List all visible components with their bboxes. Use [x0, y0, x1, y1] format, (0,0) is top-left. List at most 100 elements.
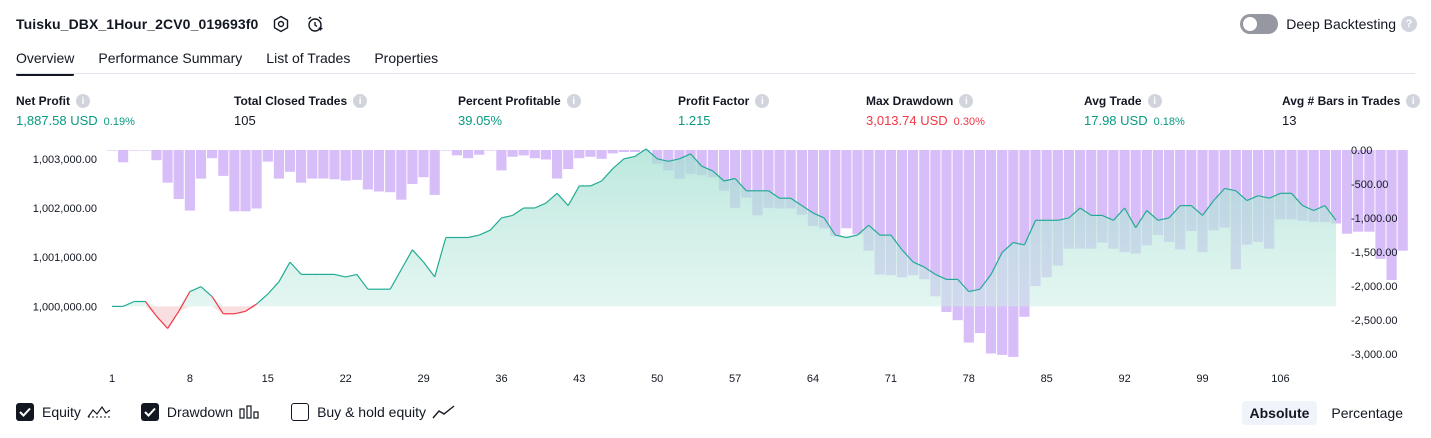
drawdown-bar — [173, 150, 184, 199]
equity-checkbox[interactable] — [16, 403, 34, 421]
drawdown-bar — [1052, 150, 1063, 266]
legend-equity[interactable]: Equity — [16, 403, 111, 421]
equity-line-segment — [567, 185, 580, 206]
right-axis: 0.00 -500.00 -1,000.00 -1,500.00 -2,000.00 -2… — [1351, 145, 1397, 361]
drawdown-bar — [1319, 150, 1330, 223]
equity-line-segment — [857, 224, 870, 236]
buy-hold-checkbox[interactable] — [291, 403, 310, 421]
drawdown-bar — [819, 150, 830, 229]
drawdown-bar — [540, 150, 551, 160]
drawdown-bar — [362, 150, 373, 190]
tab-list-of-trades[interactable]: List of Trades — [266, 50, 351, 66]
equity-line-segment — [1190, 205, 1203, 216]
drawdown-bar — [1241, 150, 1253, 245]
x-axis-tick: 85 — [1041, 373, 1053, 385]
help-icon[interactable]: ? — [1401, 16, 1417, 32]
drawdown-bar — [1097, 150, 1108, 243]
drawdown-bar — [1019, 150, 1030, 317]
drawdown-bar — [930, 150, 941, 297]
drawdown-bar — [1397, 150, 1408, 251]
drawdown-bar — [340, 150, 351, 181]
equity-line-segment — [512, 207, 525, 216]
drawdown-bar — [607, 150, 618, 154]
drawdown-bar — [618, 150, 629, 152]
x-axis-tick: 8 — [187, 373, 193, 385]
drawdown-bar — [474, 150, 485, 155]
drawdown-bar — [1386, 150, 1397, 280]
tab-bar: Overview Performance Summary List of Tra… — [16, 46, 462, 76]
equity-line-segment — [489, 217, 502, 231]
drawdown-bar — [463, 150, 474, 159]
drawdown-bar — [1330, 150, 1342, 224]
drawdown-bar — [1075, 150, 1086, 249]
left-axis-tick: 1,001,000.00 — [33, 252, 97, 264]
equity-line-segment — [345, 273, 357, 278]
info-icon[interactable]: i — [353, 94, 368, 108]
metric-label: Net Profit — [16, 94, 70, 108]
equity-line-segment — [723, 177, 736, 182]
drawdown-bar — [629, 150, 641, 152]
drawdown-bar — [262, 150, 273, 162]
equity-line-segment — [701, 165, 714, 172]
equity-line-segment — [1324, 205, 1337, 221]
equity-line-segment — [1213, 187, 1226, 202]
drawdown-bar — [1108, 150, 1119, 249]
x-axis-tick: 106 — [1271, 373, 1289, 385]
equity-line-segment — [1202, 200, 1215, 216]
drawdown-bar — [919, 150, 930, 280]
info-icon[interactable]: i — [1406, 94, 1421, 108]
drawdown-bar — [585, 150, 596, 157]
drawdown-bar — [1208, 150, 1219, 231]
drawdown-bar — [195, 150, 207, 179]
equity-line-segment — [356, 274, 369, 290]
tab-performance-summary[interactable]: Performance Summary — [98, 50, 243, 66]
drawdown-bar — [296, 150, 307, 183]
x-axis-tick: 71 — [885, 373, 897, 385]
drawdown-bar — [774, 150, 785, 209]
equity-line-segment — [556, 192, 569, 207]
left-axis-tick: 1,000,000.00 — [33, 301, 97, 313]
tab-overview[interactable]: Overview — [16, 46, 75, 76]
drawdown-bar — [1030, 150, 1041, 287]
x-axis: 1 8 15 22 29 36 43 50 57 64 71 78 85 92 99 106 — [109, 373, 1290, 385]
chart-legend: Equity Drawdown Buy & hold equity — [16, 403, 486, 421]
equity-line-segment — [868, 224, 881, 236]
alarm-clock-icon[interactable] — [304, 13, 326, 35]
equity-line-segment — [812, 212, 825, 219]
drawdown-bar — [507, 150, 518, 157]
info-icon[interactable]: i — [76, 94, 90, 108]
deep-backtesting-toggle[interactable] — [1240, 14, 1279, 34]
info-icon[interactable]: i — [1147, 94, 1162, 108]
x-axis-tick: 78 — [963, 373, 975, 385]
legend-buy-hold[interactable]: Buy & hold equity — [291, 403, 456, 421]
equity-line-segment — [1246, 195, 1259, 202]
drawdown-bar — [1275, 150, 1286, 220]
settings-icon[interactable] — [270, 13, 292, 35]
metric-percent: 0.18% — [1153, 116, 1185, 128]
drawdown-checkbox[interactable] — [140, 403, 159, 421]
metric-label: Total Closed Trades — [234, 94, 348, 108]
equity-line-segment — [668, 158, 680, 162]
equity-line-segment — [411, 249, 425, 263]
equity-line-segment — [278, 261, 291, 283]
info-icon[interactable]: i — [566, 94, 581, 108]
legend-drawdown[interactable]: Drawdown — [140, 403, 261, 421]
info-icon[interactable]: i — [959, 94, 974, 108]
equity-line-icon — [87, 405, 111, 419]
tab-properties[interactable]: Properties — [374, 50, 439, 66]
equity-line-segment — [389, 269, 402, 290]
equity-line-segment — [1023, 220, 1037, 246]
absolute-button[interactable]: Absolute — [1241, 401, 1318, 425]
drawdown-bar — [1297, 150, 1308, 221]
drawdown-bar — [396, 150, 407, 200]
equity-line-segment — [901, 249, 914, 263]
equity-drawdown-chart[interactable]: 1,000,000.00 1,001,000.00 1,002,000.00 1,00… — [0, 138, 1431, 396]
info-icon[interactable]: i — [755, 94, 770, 108]
right-axis-tick: 0.00 — [1351, 145, 1372, 157]
equity-line-segment — [1257, 195, 1270, 199]
equity-line-segment — [1268, 192, 1281, 199]
drawdown-bar — [1130, 150, 1141, 254]
drawdown-bar — [518, 150, 529, 156]
percentage-button[interactable]: Percentage — [1331, 405, 1403, 421]
equity-line-segment — [423, 261, 436, 278]
